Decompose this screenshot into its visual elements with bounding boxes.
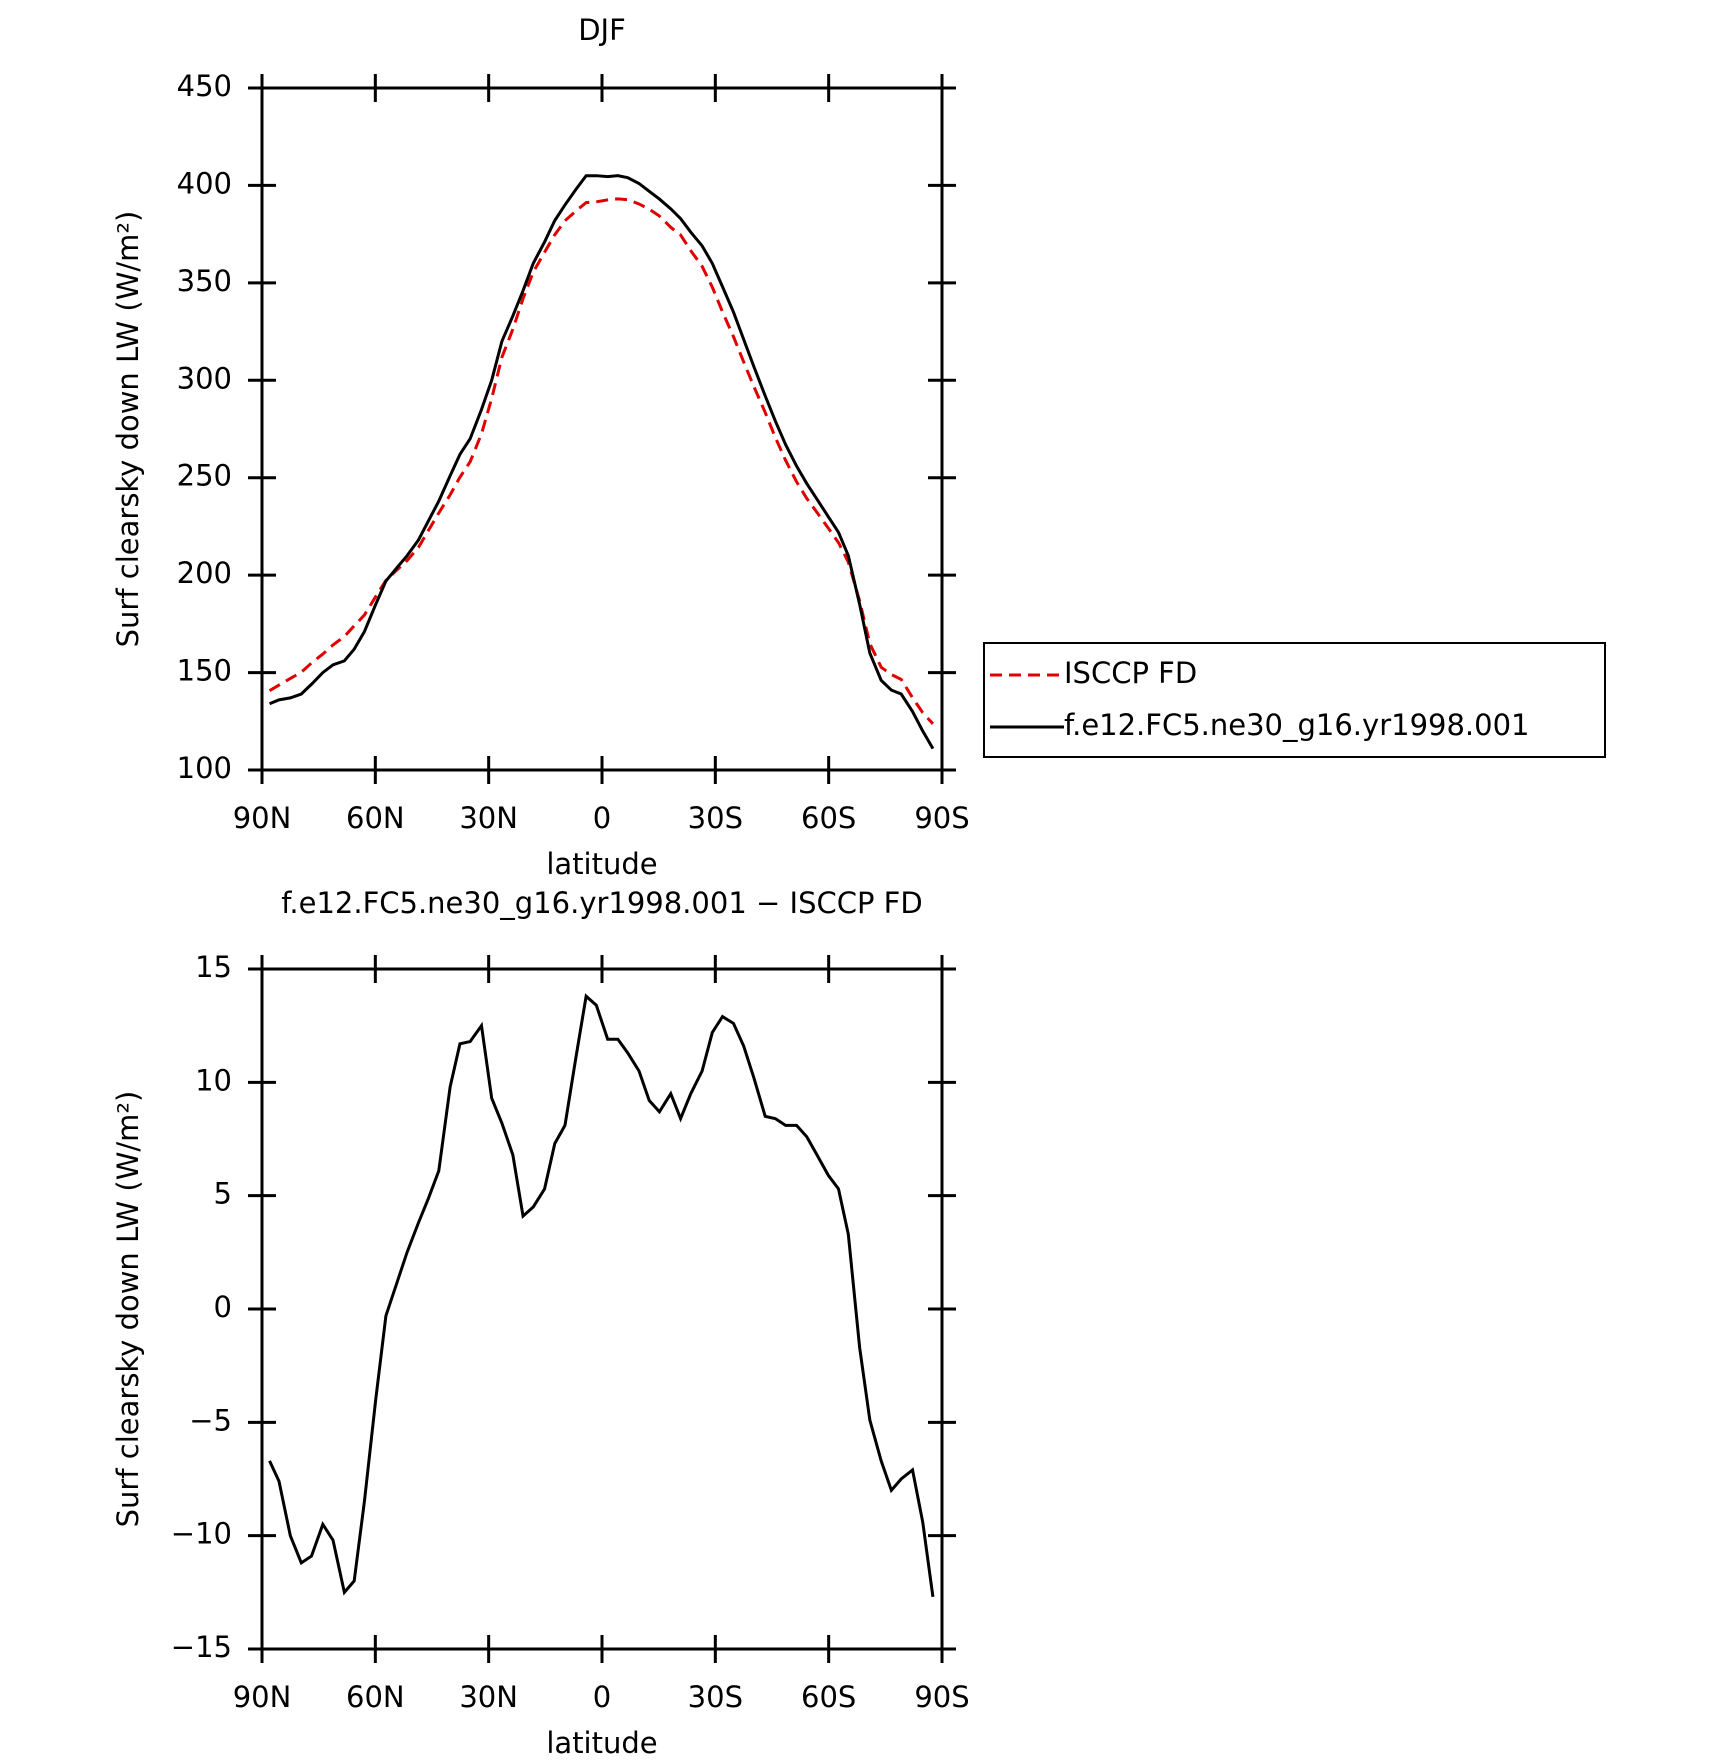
x-tick-label: 30N xyxy=(459,801,518,835)
y-tick-label: 5 xyxy=(214,1177,232,1211)
x-tick-label: 60N xyxy=(346,801,405,835)
y-tick-label: −15 xyxy=(171,1630,232,1664)
y-tick-label: 250 xyxy=(177,459,232,493)
y-tick-label: 150 xyxy=(177,654,232,688)
y-tick-label: 350 xyxy=(177,264,232,298)
y-tick-label: 300 xyxy=(177,361,232,395)
chart-title: DJF xyxy=(578,13,626,47)
y-tick-label: 200 xyxy=(177,556,232,590)
x-tick-label: 30N xyxy=(459,1680,518,1714)
data-line xyxy=(268,197,935,725)
plot-frame xyxy=(260,967,944,1651)
legend-label: ISCCP FD xyxy=(1064,656,1197,690)
data-line xyxy=(268,174,935,750)
x-tick-label: 0 xyxy=(593,801,611,835)
x-tick-label: 30S xyxy=(688,801,743,835)
y-tick-label: 450 xyxy=(177,69,232,103)
chart-title: f.e12.FC5.ne30_g16.yr1998.001 − ISCCP FD xyxy=(281,886,922,920)
y-tick-label: 0 xyxy=(214,1290,232,1324)
x-tick-label: 90N xyxy=(233,801,292,835)
x-tick-label: 90N xyxy=(233,1680,292,1714)
data-line xyxy=(268,993,935,1598)
y-tick-label: 15 xyxy=(195,950,232,984)
y-tick-label: 400 xyxy=(177,166,232,200)
x-tick-label: 0 xyxy=(593,1680,611,1714)
x-tick-label: 60S xyxy=(801,801,856,835)
x-axis-label: latitude xyxy=(546,847,657,881)
x-tick-label: 60S xyxy=(801,1680,856,1714)
x-tick-label: 60N xyxy=(346,1680,405,1714)
x-tick-label: 90S xyxy=(914,801,969,835)
x-tick-label: 30S xyxy=(688,1680,743,1714)
x-tick-label: 90S xyxy=(914,1680,969,1714)
y-axis-label: Surf clearsky down LW (W/m²) xyxy=(111,1091,145,1528)
x-axis-label: latitude xyxy=(546,1726,657,1760)
legend-label: f.e12.FC5.ne30_g16.yr1998.001 xyxy=(1064,708,1530,742)
y-axis-label: Surf clearsky down LW (W/m²) xyxy=(111,211,145,648)
y-tick-label: −10 xyxy=(171,1517,232,1551)
plot-frame xyxy=(260,86,944,772)
y-tick-label: −5 xyxy=(189,1403,232,1437)
legend-box xyxy=(983,642,1606,758)
y-tick-label: 100 xyxy=(177,751,232,785)
y-tick-label: 10 xyxy=(195,1063,232,1097)
